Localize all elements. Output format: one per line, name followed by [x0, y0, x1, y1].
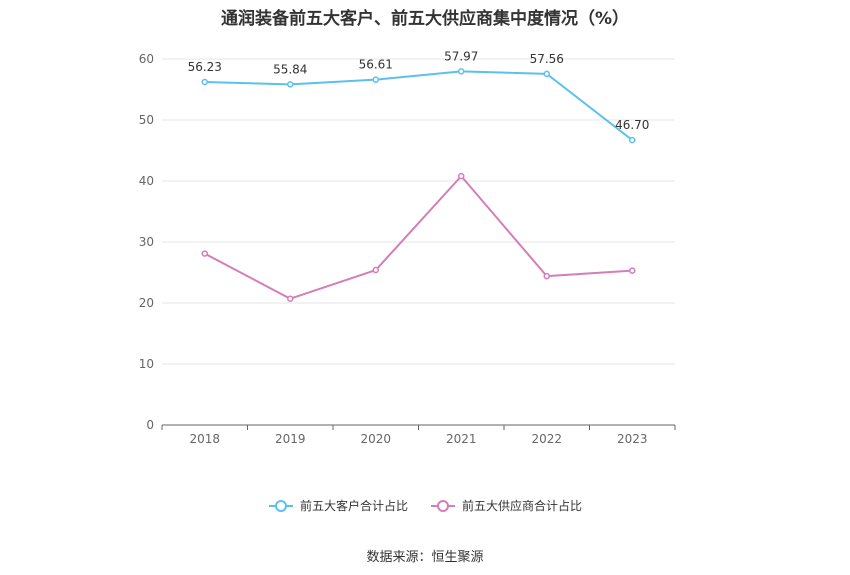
data-label: 46.70 — [615, 118, 649, 132]
data-label: 55.84 — [273, 62, 307, 76]
data-label: 57.56 — [530, 52, 564, 66]
legend-item-suppliers[interactable]: 前五大供应商合计占比 — [430, 497, 582, 514]
data-point — [372, 266, 379, 274]
data-point — [201, 250, 208, 257]
y-tick-label: 10 — [139, 357, 154, 371]
y-tick-label: 60 — [139, 52, 154, 66]
data-point — [543, 272, 550, 280]
y-tick-label: 20 — [139, 296, 154, 310]
x-tick-label: 2022 — [531, 432, 562, 446]
legend-marker-suppliers — [431, 499, 455, 512]
legend-item-customers[interactable]: 前五大客户合计占比 — [268, 497, 408, 514]
data-label: 57.97 — [444, 49, 478, 63]
chart-legend: 前五大客户合计占比 前五大供应商合计占比 — [0, 497, 850, 514]
series-line-0 — [204, 70, 633, 141]
data-point — [458, 172, 465, 180]
series-line-1 — [204, 175, 633, 300]
data-point — [458, 68, 465, 75]
data-label: 56.23 — [188, 60, 222, 74]
legend-marker-customers — [268, 499, 293, 512]
data-label: 56.61 — [359, 58, 393, 72]
y-tick-label: 30 — [139, 235, 154, 249]
y-tick-label: 0 — [146, 418, 154, 432]
line-chart: 0 10 20 30 40 50 60 2018 2019 2020 2021 2022 2023 56.… — [139, 49, 676, 446]
legend-label-customers: 前五大客户合计占比 — [299, 499, 408, 513]
data-point — [287, 81, 294, 88]
x-tick-label: 2021 — [446, 432, 477, 446]
x-tick-label: 2019 — [275, 432, 306, 446]
data-point — [629, 136, 636, 144]
x-tick-label: 2023 — [617, 432, 648, 446]
legend-label-suppliers: 前五大供应商合计占比 — [462, 499, 583, 513]
data-point — [372, 76, 379, 83]
data-point — [629, 267, 636, 274]
chart-title: 通润装备前五大客户、前五大供应商集中度情况（%） — [220, 9, 630, 29]
x-tick-label: 2018 — [189, 432, 220, 446]
x-tick-label: 2020 — [360, 432, 391, 446]
y-tick-label: 50 — [139, 113, 154, 127]
data-point — [201, 78, 208, 86]
data-source: 数据来源：恒生聚源 — [366, 550, 484, 565]
y-tick-label: 40 — [139, 174, 154, 188]
data-point — [543, 70, 550, 78]
data-point — [287, 295, 294, 302]
